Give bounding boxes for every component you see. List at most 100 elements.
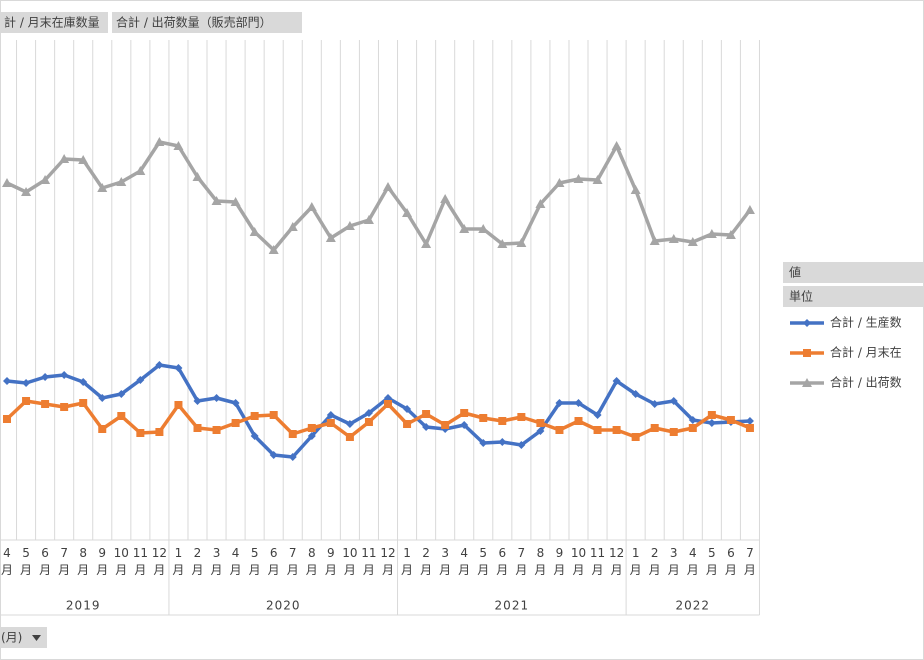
year-label: 2019 (66, 599, 101, 613)
marker (41, 400, 50, 408)
x-tick-label: 11 月 (132, 546, 148, 577)
marker (726, 416, 735, 424)
marker (97, 183, 108, 192)
legend-header (783, 262, 924, 283)
x-tick-label: 2 月 (648, 546, 661, 577)
marker (669, 397, 678, 405)
x-tick-label: 5 月 (248, 546, 261, 577)
x-tick-label: 11 月 (361, 546, 377, 577)
marker (211, 196, 222, 205)
x-tick-label: 8 月 (77, 546, 90, 577)
marker (593, 426, 602, 434)
marker (517, 413, 526, 421)
x-tick-label: 6 月 (724, 546, 737, 577)
marker (803, 349, 811, 357)
marker (706, 229, 717, 238)
marker (631, 390, 640, 398)
marker (649, 236, 660, 245)
x-tick-label: 2 月 (420, 546, 433, 577)
marker (59, 154, 70, 163)
marker (517, 441, 526, 449)
marker (516, 238, 527, 247)
x-tick-label: 12 月 (608, 546, 625, 577)
x-tick-label: 9 月 (324, 546, 337, 577)
marker (230, 197, 241, 206)
marker (231, 399, 240, 407)
marker (364, 409, 373, 417)
marker (630, 185, 641, 194)
marker (593, 411, 602, 419)
legend-header-label: 値 (789, 265, 801, 280)
marker (535, 199, 546, 208)
marker (269, 411, 278, 419)
year-label: 2021 (495, 599, 530, 613)
marker (41, 373, 50, 381)
x-tick-label: 8 月 (305, 546, 318, 577)
marker (650, 424, 659, 432)
marker (155, 361, 164, 369)
marker (117, 390, 126, 398)
x-tick-label: 10 月 (570, 546, 587, 577)
marker (555, 426, 564, 434)
marker (745, 417, 754, 425)
x-tick-label: 10 月 (113, 546, 129, 577)
marker (479, 414, 488, 422)
x-tick-label: 5 月 (20, 546, 33, 577)
x-tick-label: 6 月 (39, 546, 52, 577)
marker (631, 433, 640, 441)
marker (803, 319, 811, 327)
x-tick-label: 6 月 (496, 546, 509, 577)
marker (193, 397, 202, 405)
axis-field-button[interactable] (0, 627, 47, 648)
field-button-label: 合計 / 出荷数量（販売部門） (116, 15, 272, 30)
marker (536, 427, 545, 435)
marker (307, 432, 316, 440)
x-tick-label: 7 月 (58, 546, 71, 577)
marker (725, 230, 736, 239)
marker (40, 175, 51, 184)
marker (288, 430, 297, 438)
marker (116, 177, 127, 186)
marker (422, 423, 431, 431)
x-tick-label: 5 月 (477, 546, 490, 577)
marker (498, 438, 507, 446)
x-tick-label: 4 月 (229, 546, 242, 577)
legend-label: 合計 / 月末在 (830, 345, 902, 360)
legend-label: 合計 / 生産数 (830, 315, 902, 330)
x-tick-label: 2 月 (191, 546, 204, 577)
marker (250, 432, 259, 440)
marker (135, 166, 146, 175)
marker (154, 137, 165, 146)
x-tick-label: 12 月 (151, 546, 168, 577)
marker (136, 376, 145, 384)
marker (269, 451, 278, 459)
marker (441, 421, 450, 429)
marker (3, 377, 11, 385)
marker (192, 172, 203, 181)
marker (744, 205, 755, 214)
x-tick-label: 9 月 (553, 546, 566, 577)
series-line (5, 399, 751, 439)
legend-label: 合計 / 出荷数 (830, 375, 902, 390)
marker (345, 420, 354, 428)
marker (573, 174, 584, 183)
marker (421, 239, 432, 248)
marker (612, 377, 621, 385)
marker (325, 233, 336, 242)
field-button[interactable] (112, 12, 302, 33)
marker (174, 401, 183, 409)
marker (460, 409, 469, 417)
marker (193, 424, 202, 432)
marker (479, 439, 488, 447)
marker (155, 428, 164, 436)
field-button[interactable] (0, 12, 108, 33)
marker (250, 412, 259, 420)
marker (650, 400, 659, 408)
marker (574, 417, 583, 425)
x-tick-label: 4 月 (0, 546, 13, 577)
field-button-label: 計 / 月末在庫数量 (4, 15, 100, 30)
marker (440, 194, 451, 203)
marker (287, 222, 298, 231)
